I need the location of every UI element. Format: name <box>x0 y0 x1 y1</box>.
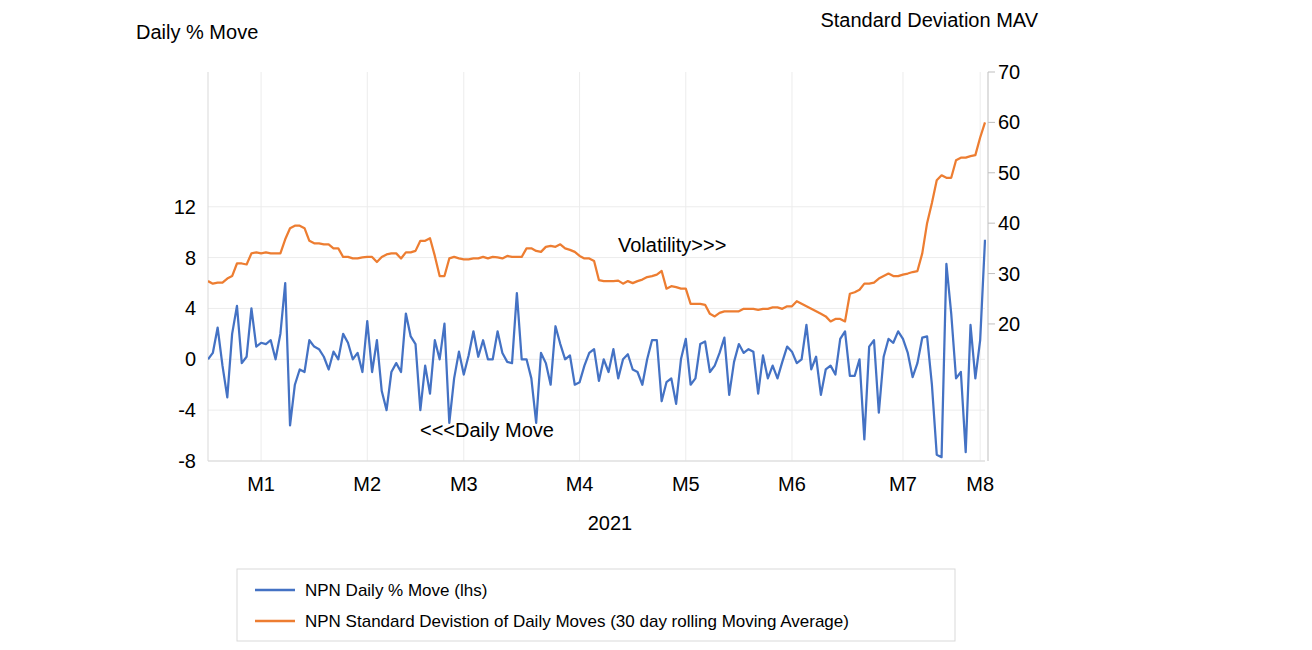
y2-tick <box>988 323 995 324</box>
x-tick-label: M4 <box>566 473 594 495</box>
y2-axis-line <box>988 72 989 461</box>
grid-line <box>261 72 262 461</box>
legend-label: NPN Standard Devistion of Daily Moves (3… <box>305 612 849 631</box>
grid-line <box>685 72 686 461</box>
y2-tick-label: 70 <box>998 61 1020 83</box>
grid-line <box>208 308 985 309</box>
grid-line <box>791 72 792 461</box>
annotation: <<<Daily Move <box>420 419 554 441</box>
grid-line <box>367 72 368 461</box>
x-tick-label: M6 <box>778 473 806 495</box>
grid-line <box>208 410 985 411</box>
grid-line <box>980 72 981 461</box>
legend-box <box>237 569 955 641</box>
x-tick-label: M2 <box>353 473 381 495</box>
y-axis-line <box>208 72 209 461</box>
grid-line <box>902 72 903 461</box>
x-tick-label: M3 <box>450 473 478 495</box>
y2-axis-title: Standard Deviation MAV <box>820 9 1038 31</box>
x-tick-label: M7 <box>889 473 917 495</box>
y2-tick <box>988 223 995 224</box>
annotation: Volatility>>> <box>618 234 726 256</box>
y2-tick <box>988 72 995 73</box>
legend-swatch <box>255 620 295 623</box>
y-tick-label: -8 <box>178 450 196 472</box>
y-tick-label: 8 <box>185 247 196 269</box>
y2-tick-label: 40 <box>998 212 1020 234</box>
y-tick-label: 4 <box>185 297 196 319</box>
grid-line <box>579 72 580 461</box>
y-axis-title: Daily % Move <box>136 21 258 43</box>
series-line <box>208 122 985 321</box>
y-tick-label: -4 <box>178 399 196 421</box>
y-tick-label: 12 <box>174 196 196 218</box>
y2-tick-label: 50 <box>998 162 1020 184</box>
x-axis-line <box>208 461 985 462</box>
x-tick-label: M8 <box>966 473 994 495</box>
legend-swatch <box>255 589 295 592</box>
x-tick-label: M5 <box>672 473 700 495</box>
x-tick-label: M1 <box>247 473 275 495</box>
y2-tick <box>988 172 995 173</box>
grid-line <box>463 72 464 461</box>
y2-tick-label: 30 <box>998 263 1020 285</box>
y2-tick <box>988 122 995 123</box>
y2-tick-label: 20 <box>998 313 1020 335</box>
grid-line <box>208 461 985 462</box>
y-tick-label: 0 <box>185 348 196 370</box>
legend: NPN Daily % Move (lhs) NPN Standard Devis… <box>237 569 955 641</box>
chart: -8 -4 0 4 8 12 20 30 40 50 60 70 M1 M2 M3 M4 M5 M6 M7 M8 Dai… <box>0 0 1312 650</box>
grid-line <box>208 257 985 258</box>
x-axis-title: 2021 <box>588 512 633 534</box>
legend-label: NPN Daily % Move (lhs) <box>305 581 487 600</box>
y2-tick-label: 60 <box>998 111 1020 133</box>
grid-line <box>208 206 985 207</box>
y2-tick <box>988 273 995 274</box>
plot-area <box>208 122 985 457</box>
